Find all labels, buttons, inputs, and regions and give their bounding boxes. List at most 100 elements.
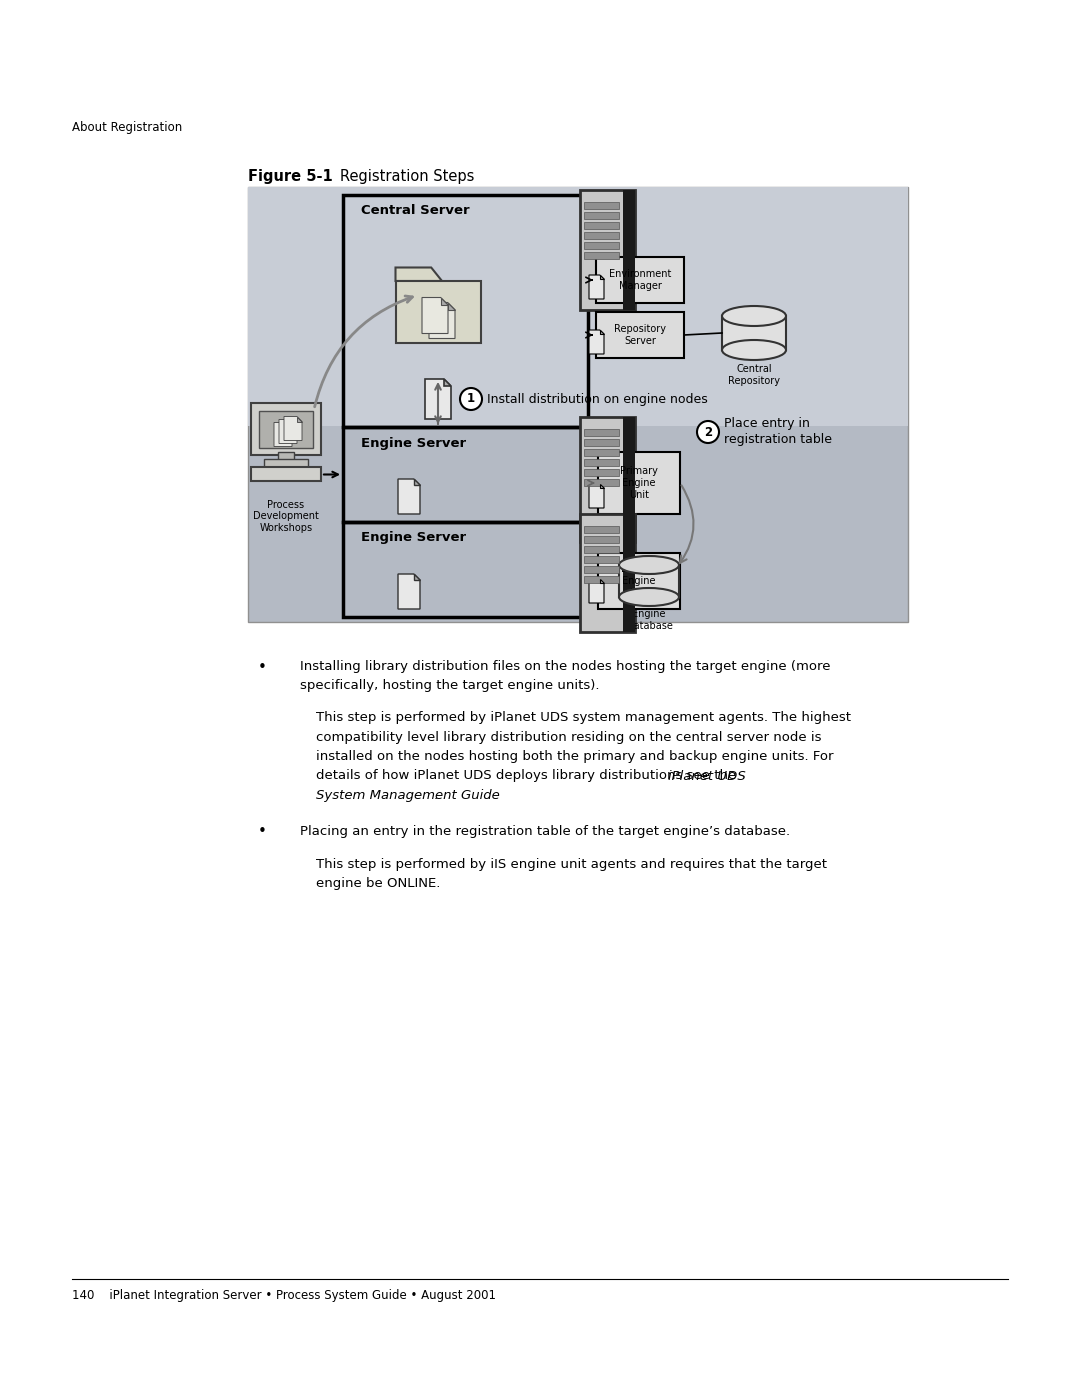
Text: Place entry in: Place entry in [724,418,810,430]
Polygon shape [414,479,420,485]
Polygon shape [426,379,451,419]
Polygon shape [599,330,604,334]
Text: compatibility level library distribution residing on the central server node is: compatibility level library distribution… [316,731,822,743]
Bar [584,251,619,258]
Text: This step is performed by iPlanet UDS system management agents. The highest: This step is performed by iPlanet UDS sy… [316,711,851,724]
Ellipse shape [619,588,679,606]
Bar [723,316,786,351]
Bar [584,527,619,534]
Text: Primary
Engine
Unit: Primary Engine Unit [620,467,658,500]
Text: Repository
Server: Repository Server [615,324,666,346]
Text: .: . [433,789,437,802]
Bar [259,411,313,447]
Text: Engine Server: Engine Server [361,531,467,545]
Polygon shape [429,303,455,338]
Text: 140    iPlanet Integration Server • Process System Guide • August 2001: 140 iPlanet Integration Server • Process… [72,1288,496,1302]
Bar [596,257,684,303]
Polygon shape [441,298,448,305]
Text: iPlanet UDS: iPlanet UDS [669,770,746,782]
FancyArrowPatch shape [680,485,693,563]
Bar [584,566,619,573]
Bar [584,479,619,486]
Bar [584,556,619,563]
Text: Placing an entry in the registration table of the target engine’s database.: Placing an entry in the registration tab… [300,824,791,837]
Text: Process
Development
Workshops: Process Development Workshops [253,500,319,532]
Bar [598,553,680,609]
Bar [248,187,908,426]
Bar [623,514,635,631]
Bar [278,451,294,460]
Polygon shape [599,578,604,583]
Polygon shape [599,275,604,279]
Text: Backup
Engine
Unit: Backup Engine Unit [621,564,657,598]
Bar [343,427,588,522]
Text: •: • [257,659,267,675]
Bar [584,429,619,436]
Polygon shape [395,281,481,342]
Bar [584,546,619,553]
Polygon shape [395,267,442,281]
Text: •: • [257,824,267,840]
Polygon shape [414,574,420,580]
Text: Registration Steps: Registration Steps [340,169,474,184]
Text: Figure 5-1: Figure 5-1 [248,169,333,184]
Polygon shape [444,379,451,387]
Text: engine be ONLINE.: engine be ONLINE. [316,877,441,890]
Ellipse shape [723,339,786,360]
Bar [264,458,308,467]
Bar [598,453,680,514]
Polygon shape [287,422,292,427]
Text: Central
Repository: Central Repository [728,365,780,386]
Text: installed on the nodes hosting both the primary and backup engine units. For: installed on the nodes hosting both the … [316,750,834,763]
Polygon shape [399,574,420,609]
Bar [596,312,684,358]
Bar [248,187,908,622]
Circle shape [460,388,482,409]
Bar [584,536,619,543]
Polygon shape [297,416,302,422]
Text: 1: 1 [467,393,475,405]
Bar [584,439,619,446]
Bar [619,564,679,597]
Bar [584,212,619,219]
Bar [343,196,588,427]
Text: Central Server: Central Server [361,204,470,218]
Text: registration table: registration table [724,433,832,447]
Polygon shape [599,483,604,488]
Bar [580,190,635,310]
Polygon shape [284,416,302,440]
Polygon shape [292,419,297,425]
Bar [623,190,635,310]
Text: Environment
Manager: Environment Manager [609,270,671,291]
Text: Engine Server: Engine Server [361,436,467,450]
Polygon shape [589,275,604,299]
Bar [623,416,635,542]
Bar [251,467,321,481]
Bar [251,402,321,454]
Bar [343,522,588,617]
Polygon shape [589,330,604,353]
Ellipse shape [619,556,679,574]
Polygon shape [589,578,604,604]
Text: Installing library distribution files on the nodes hosting the target engine (mo: Installing library distribution files on… [300,659,831,673]
Bar [584,576,619,583]
Text: About Registration: About Registration [72,120,183,134]
Bar [584,460,619,467]
Bar [584,469,619,476]
Text: Engine
Database: Engine Database [625,609,673,630]
Polygon shape [422,298,448,334]
Bar [580,514,635,631]
Bar [584,232,619,239]
Text: 2: 2 [704,426,712,439]
Polygon shape [399,479,420,514]
Circle shape [697,420,719,443]
Text: details of how iPlanet UDS deploys library distributions see the: details of how iPlanet UDS deploys libra… [316,770,741,782]
Text: This step is performed by iIS engine unit agents and requires that the target: This step is performed by iIS engine uni… [316,858,827,870]
Polygon shape [448,303,455,310]
Bar [584,448,619,455]
Bar [584,242,619,249]
Ellipse shape [723,306,786,326]
Text: Install distribution on engine nodes: Install distribution on engine nodes [487,393,707,405]
Bar [580,416,635,542]
Polygon shape [274,422,292,447]
